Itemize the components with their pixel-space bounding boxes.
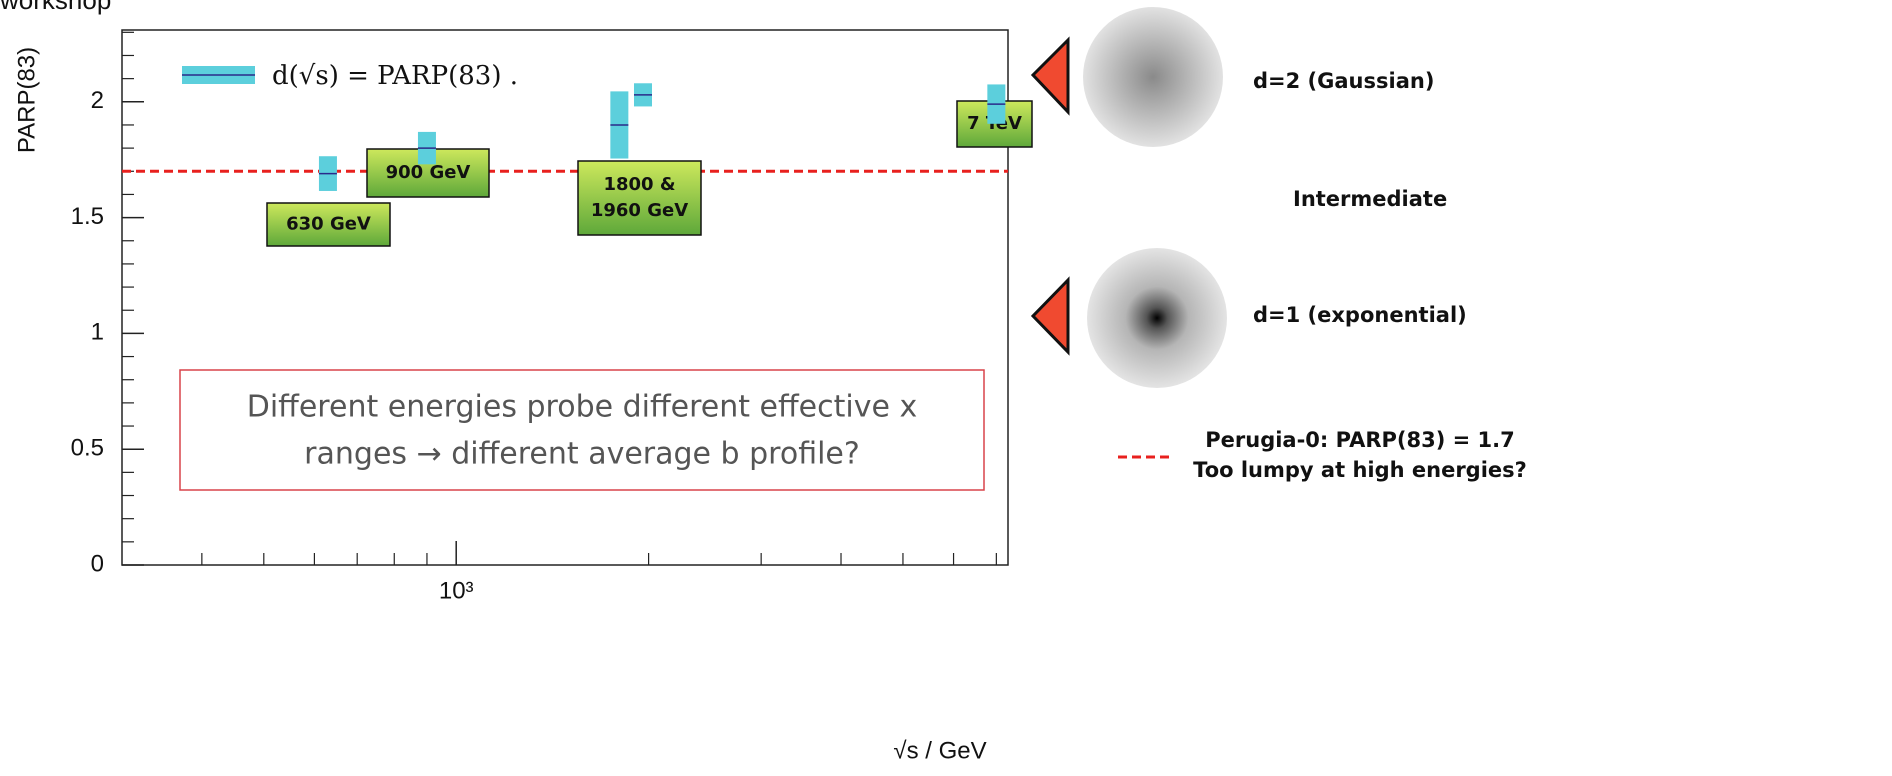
note-text: ranges → different average b profile? bbox=[304, 437, 860, 472]
y-tick-label: 2 bbox=[91, 87, 104, 114]
pointer bbox=[1030, 276, 1070, 356]
y-tick-label: 0 bbox=[91, 550, 104, 577]
side-note: Intermediate bbox=[1293, 187, 1447, 211]
gaussian-profile bbox=[1083, 7, 1223, 147]
energy-label-box bbox=[577, 160, 702, 236]
y-tick-label: 1.5 bbox=[71, 203, 104, 230]
side-note: d=2 (Gaussian) bbox=[1253, 69, 1434, 93]
y-axis-label: PARP(83) bbox=[13, 47, 40, 153]
side-note: d=1 (exponential) bbox=[1253, 303, 1467, 327]
reference-label: Too lumpy at high energies? bbox=[1193, 458, 1527, 482]
note-text: Different energies probe different effec… bbox=[247, 390, 917, 425]
energy-label: 1960 GeV bbox=[591, 200, 688, 221]
y-tick-label: 0.5 bbox=[71, 435, 104, 462]
energy-label: 900 GeV bbox=[386, 162, 471, 183]
energy-label-box bbox=[266, 202, 391, 247]
reference-label: Perugia-0: PARP(83) = 1.7 bbox=[1205, 428, 1515, 452]
note-box bbox=[179, 369, 985, 491]
x-tick-label: 10³ bbox=[439, 577, 474, 604]
energy-label: 1800 & bbox=[603, 174, 675, 195]
plot-frame bbox=[121, 29, 1009, 566]
header: workshop bbox=[0, 0, 111, 15]
y-tick-label: 1 bbox=[91, 319, 104, 346]
energy-label: 630 GeV bbox=[286, 214, 371, 235]
pointer bbox=[1030, 36, 1070, 116]
legend-label: d(√s) = PARP(83) . bbox=[272, 61, 518, 91]
x-axis-label: √s / GeV bbox=[893, 737, 986, 764]
exponential-profile bbox=[1087, 248, 1227, 388]
